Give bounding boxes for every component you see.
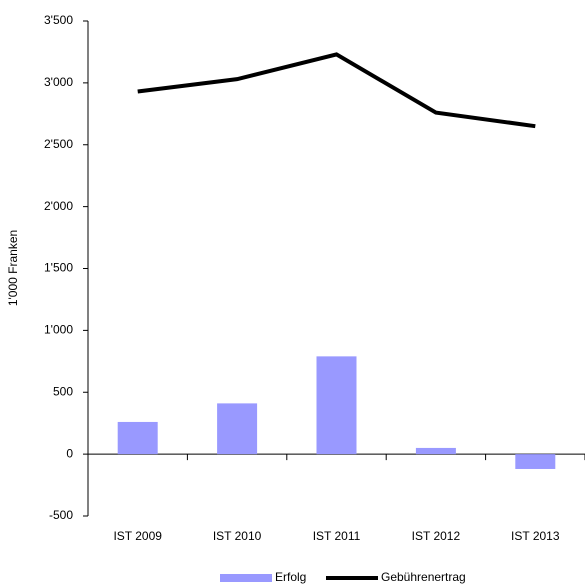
x-tick-label: IST 2012 — [412, 529, 461, 543]
y-tick-label: 1'500 — [44, 261, 73, 275]
bar — [217, 403, 258, 455]
y-tick-label: 0 — [66, 446, 73, 460]
legend-swatch — [220, 574, 272, 582]
line — [137, 52, 536, 129]
x-tick-label: IST 2011 — [313, 529, 361, 543]
y-tick-label: 3'000 — [44, 75, 73, 89]
y-tick-label: 3'500 — [44, 13, 73, 27]
bar — [515, 454, 556, 469]
y-tick-label: 2'000 — [44, 199, 73, 213]
bar — [415, 447, 456, 455]
x-tick-label: IST 2010 — [213, 529, 262, 543]
x-tick-label: IST 2009 — [113, 529, 162, 543]
bar — [117, 421, 158, 455]
y-tick-label: 1'000 — [44, 323, 73, 337]
y-axis-label: 1'000 Franken — [6, 230, 20, 306]
y-tick-label: -500 — [49, 508, 73, 522]
legend-label: Erfolg — [275, 570, 306, 584]
y-tick-label: 500 — [53, 384, 73, 398]
y-tick-label: 2'500 — [44, 137, 73, 151]
x-tick-label: IST 2013 — [511, 529, 560, 543]
bar — [316, 356, 357, 455]
legend-label: Gebührenertrag — [381, 570, 466, 584]
